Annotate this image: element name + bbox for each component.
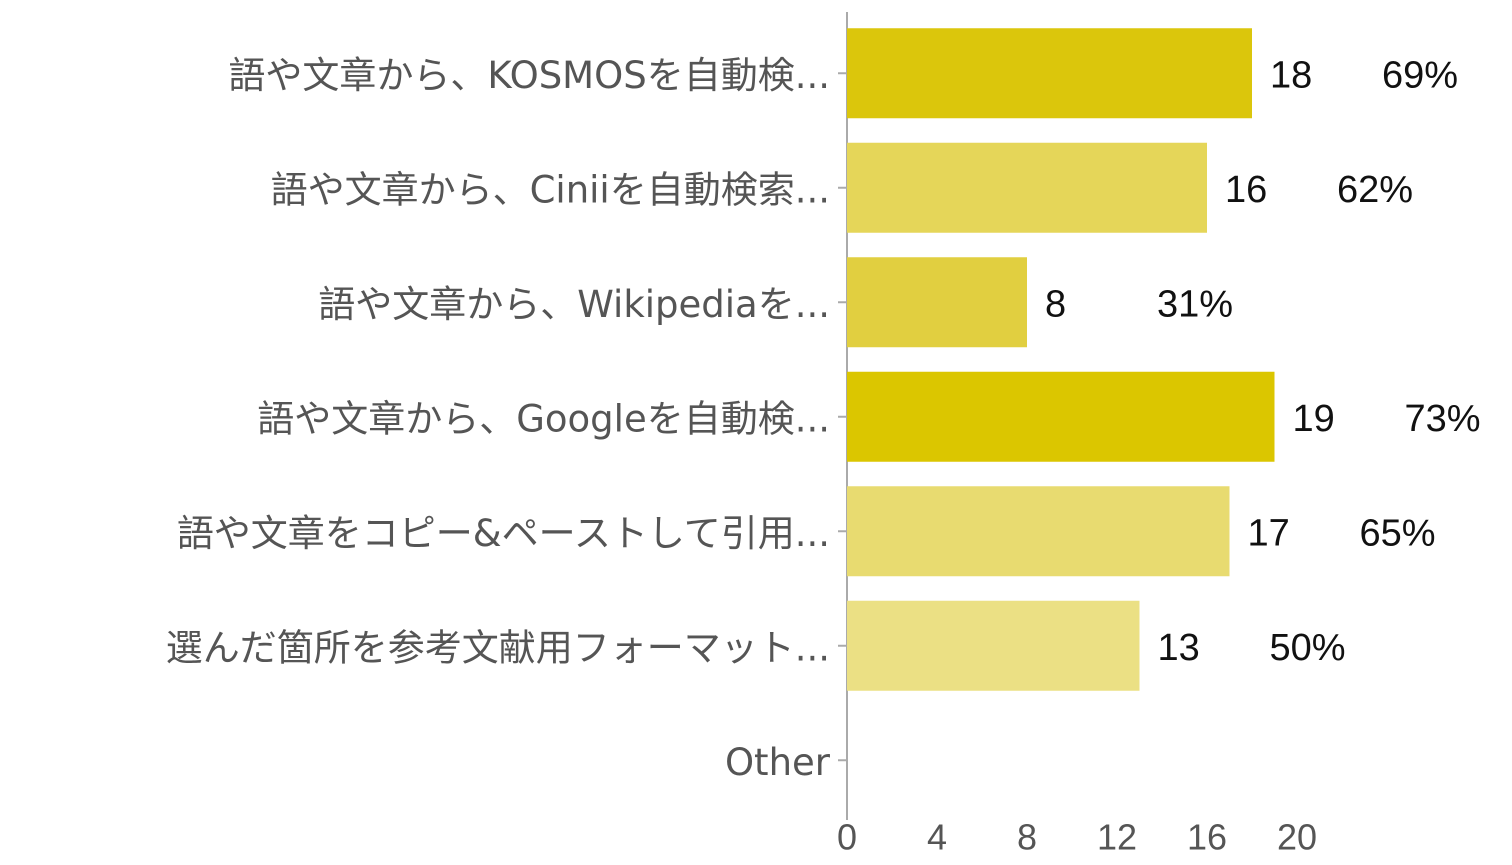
- percent-label: 31%: [1157, 283, 1233, 325]
- x-tick-label: 16: [1187, 817, 1227, 858]
- bar: [847, 371, 1275, 462]
- count-label: 16: [1225, 169, 1267, 211]
- x-tick-label: 8: [1017, 817, 1037, 858]
- bar: [847, 28, 1252, 119]
- y-tick-label: Other: [725, 741, 831, 784]
- y-tick-label: 語や文章から、Ciniiを自動検索...: [271, 168, 830, 211]
- bar: [847, 257, 1027, 348]
- percent-label: 73%: [1405, 398, 1481, 440]
- percent-label: 65%: [1360, 512, 1436, 554]
- y-tick-label: 選んだ箇所を参考文献用フォーマット...: [166, 626, 830, 669]
- count-label: 17: [1248, 512, 1290, 554]
- y-tick-label: 語や文章から、Googleを自動検...: [257, 397, 830, 440]
- count-label: 19: [1293, 398, 1335, 440]
- x-tick-label: 0: [837, 817, 857, 858]
- bar: [847, 486, 1230, 577]
- y-tick-label: 語や文章から、Wikipediaを...: [318, 283, 830, 326]
- count-label: 18: [1270, 54, 1312, 96]
- percent-label: 50%: [1270, 627, 1346, 669]
- bar: [847, 600, 1140, 691]
- x-tick-label: 4: [927, 817, 947, 858]
- count-label: 8: [1045, 283, 1066, 325]
- bar: [847, 142, 1207, 233]
- percent-label: 62%: [1337, 169, 1413, 211]
- y-tick-label: 語や文章をコピー&ペーストして引用...: [177, 512, 830, 555]
- percent-label: 69%: [1382, 54, 1458, 96]
- count-label: 13: [1158, 627, 1200, 669]
- x-tick-label: 20: [1277, 817, 1317, 858]
- y-tick-label: 語や文章から、KOSMOSを自動検...: [228, 54, 830, 97]
- x-tick-label: 12: [1097, 817, 1137, 858]
